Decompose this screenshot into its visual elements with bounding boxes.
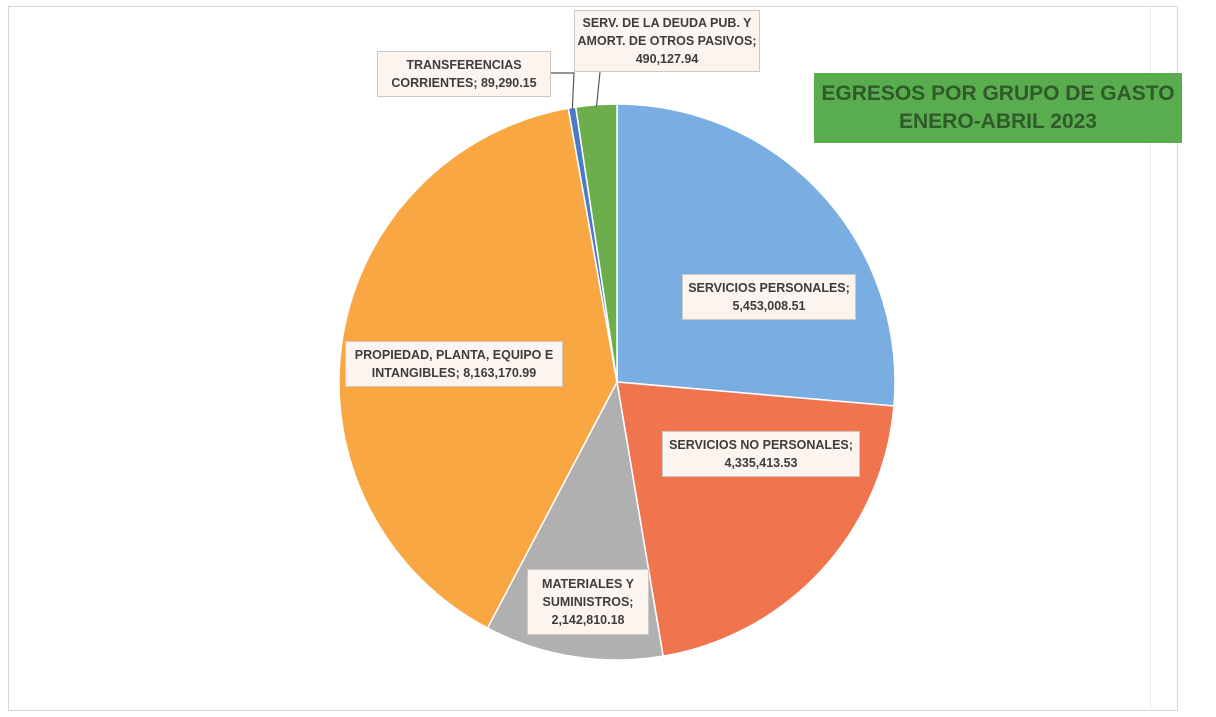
data-label-text: MATERIALES Y [542,577,634,591]
data-label-text: INTANGIBLES; 8,163,170.99 [371,366,537,380]
pie-slice-1 [616,381,895,658]
data-label-transferencias-corrientes: TRANSFERENCIAS CORRIENTES; 89,290.15 [377,51,551,97]
pie-slice-0 [616,103,896,407]
chart-title: EGRESOS POR GRUPO DE GASTO ENERO-ABRIL 2… [814,73,1182,143]
data-label-text: PROPIEDAD, PLANTA, EQUIPO E [354,348,554,362]
chart-title-line-1: EGRESOS POR GRUPO DE GASTO [821,82,1175,105]
data-label-text: TRANSFERENCIAS [406,58,522,72]
data-label-text: AMORT. DE OTROS PASIVOS; [577,34,757,48]
data-label-value: 490,127.94 [635,52,699,66]
data-label-servicios-personales: SERVICIOS PERSONALES; 5,453,008.51 [682,274,856,320]
data-label-text: SERVICIOS PERSONALES; [688,281,850,295]
leader-line-serv-deuda [595,71,601,107]
leader-lines [551,71,601,110]
data-label-text: SERV. DE LA DEUDA PUB. Y [582,16,752,30]
data-label-materiales-y-suministros: MATERIALES Y SUMINISTROS; 2,142,810.18 [527,569,649,635]
data-label-servicios-no-personales: SERVICIOS NO PERSONALES; 4,335,413.53 [662,431,860,477]
leader-line-transferencias [551,72,575,110]
chart-title-line-2: ENERO-ABRIL 2023 [898,110,1097,133]
data-label-value: 2,142,810.18 [551,613,625,627]
page-edge-line [1150,6,1151,711]
data-label-text: SERVICIOS NO PERSONALES; [669,438,853,452]
data-label-text: SUMINISTROS; [542,595,634,609]
data-label-serv-deuda-publica: SERV. DE LA DEUDA PUB. Y AMORT. DE OTROS… [574,10,760,72]
data-label-value: 4,335,413.53 [724,456,798,470]
data-label-value: 5,453,008.51 [732,299,806,313]
data-label-propiedad-planta-equipo: PROPIEDAD, PLANTA, EQUIPO E INTANGIBLES;… [345,341,563,387]
data-label-text: CORRIENTES; 89,290.15 [391,76,537,90]
